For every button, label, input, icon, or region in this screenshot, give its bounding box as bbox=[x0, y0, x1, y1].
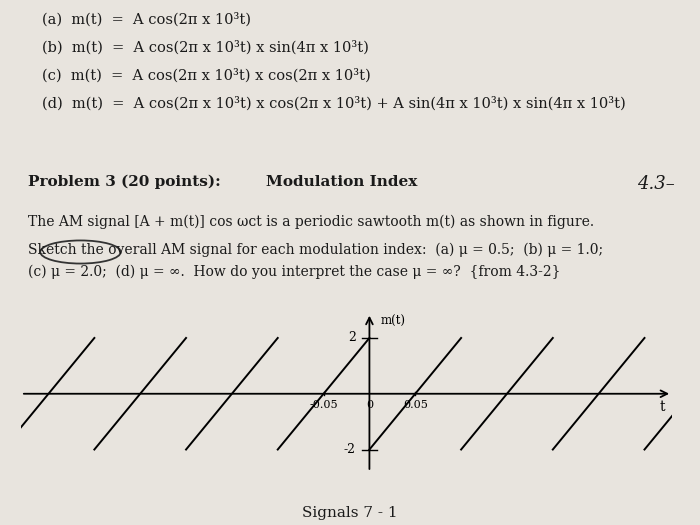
Text: Signals 7 - 1: Signals 7 - 1 bbox=[302, 506, 398, 520]
Text: 0: 0 bbox=[366, 400, 373, 410]
Text: (d)  m(t)  =  A cos(2π x 10³t) x cos(2π x 10³t) + A sin(4π x 10³t) x sin(4π x 10: (d) m(t) = A cos(2π x 10³t) x cos(2π x 1… bbox=[42, 96, 626, 110]
Text: The AM signal [A + m(t)] cos ωᴄt is a periodic sawtooth m(t) as shown in figure.: The AM signal [A + m(t)] cos ωᴄt is a pe… bbox=[28, 215, 594, 229]
Text: 0.05: 0.05 bbox=[402, 400, 428, 410]
Text: Problem 3 (20 points):: Problem 3 (20 points): bbox=[28, 175, 221, 190]
Text: t: t bbox=[660, 400, 666, 414]
Text: (c) μ = 2.0;  (d) μ = ∞.  How do you interpret the case μ = ∞?  {from 4.3-2}: (c) μ = 2.0; (d) μ = ∞. How do you inter… bbox=[28, 265, 561, 279]
Text: (c)  m(t)  =  A cos(2π x 10³t) x cos(2π x 10³t): (c) m(t) = A cos(2π x 10³t) x cos(2π x 1… bbox=[42, 68, 371, 82]
Text: 4.3–: 4.3– bbox=[637, 175, 675, 193]
Text: (a)  m(t)  =  A cos(2π x 10³t): (a) m(t) = A cos(2π x 10³t) bbox=[42, 12, 251, 26]
Text: (b)  m(t)  =  A cos(2π x 10³t) x sin(4π x 10³t): (b) m(t) = A cos(2π x 10³t) x sin(4π x 1… bbox=[42, 40, 369, 55]
Text: Sketch the overall AM signal for each modulation index:  (a) μ = 0.5;  (b) μ = 1: Sketch the overall AM signal for each mo… bbox=[28, 243, 603, 257]
Text: 2: 2 bbox=[348, 331, 356, 344]
Text: -2: -2 bbox=[344, 443, 356, 456]
Text: Modulation Index: Modulation Index bbox=[266, 175, 417, 189]
Text: -0.05: -0.05 bbox=[309, 400, 338, 410]
Text: m(t): m(t) bbox=[380, 315, 405, 328]
